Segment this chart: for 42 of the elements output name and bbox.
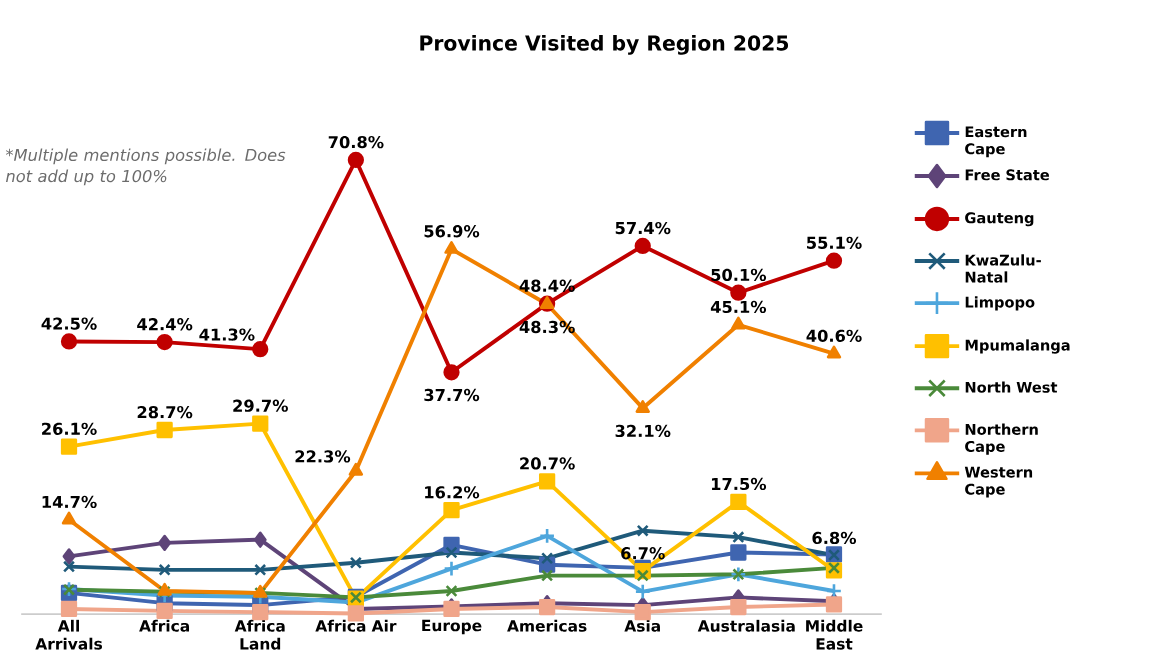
legend-label: Free State xyxy=(965,169,1050,181)
x-tick-label: Africa Air xyxy=(315,619,397,632)
legend-label: Northern Cape xyxy=(965,423,1038,455)
data-label: 70.8% xyxy=(328,135,384,149)
data-label: 57.4% xyxy=(615,221,671,235)
legend-label: Mpumalanga xyxy=(965,339,1070,354)
data-label: 14.7% xyxy=(42,495,97,509)
legend-label: Gauteng xyxy=(965,212,1034,227)
data-label: 28.7% xyxy=(137,405,193,419)
chart-title: Province Visited by Region 2025 xyxy=(420,34,789,55)
legend-label: Eastern Cape xyxy=(965,126,1027,158)
data-label: 56.9% xyxy=(424,225,480,238)
legend-label: KwaZulu-Natal xyxy=(965,254,1041,283)
data-label: 48.4% xyxy=(519,279,575,292)
x-tick-label: Africa xyxy=(139,619,189,632)
data-label: 40.6% xyxy=(806,329,862,342)
legend-label: Western Cape xyxy=(964,466,1033,498)
data-label: 45.1% xyxy=(710,300,767,314)
data-label: 26.1% xyxy=(42,422,97,435)
legend-label: Limpopo xyxy=(965,296,1035,311)
data-label: 41.3% xyxy=(199,328,255,341)
data-label: 42.5% xyxy=(41,317,97,330)
data-label: 42.4% xyxy=(137,318,193,331)
data-label: 29.7% xyxy=(233,399,288,412)
x-tick-label: All Arrivals xyxy=(35,619,103,650)
data-label: 20.7% xyxy=(520,457,575,470)
x-tick-label: Asia xyxy=(624,619,660,632)
data-label: 50.1% xyxy=(711,268,767,281)
data-label: 55.1% xyxy=(807,236,862,249)
x-tick-label: Americas xyxy=(507,619,587,632)
data-label: 17.5% xyxy=(711,477,767,491)
x-tick-label: Africa Land xyxy=(234,619,285,650)
data-label: 6.8% xyxy=(812,531,857,545)
data-label: 22.3% xyxy=(295,450,351,463)
x-tick-label: Australasia xyxy=(697,619,795,632)
x-tick-label: Middle East xyxy=(806,619,863,650)
data-label: 32.1% xyxy=(615,424,671,438)
annotation: *Multiple mentions possible. Does not add up to 100% xyxy=(5,148,286,186)
x-tick-label: Europe xyxy=(422,619,482,635)
data-label: 37.7% xyxy=(424,388,480,402)
data-label: 16.2% xyxy=(425,486,480,499)
legend-label: North West xyxy=(965,381,1058,393)
